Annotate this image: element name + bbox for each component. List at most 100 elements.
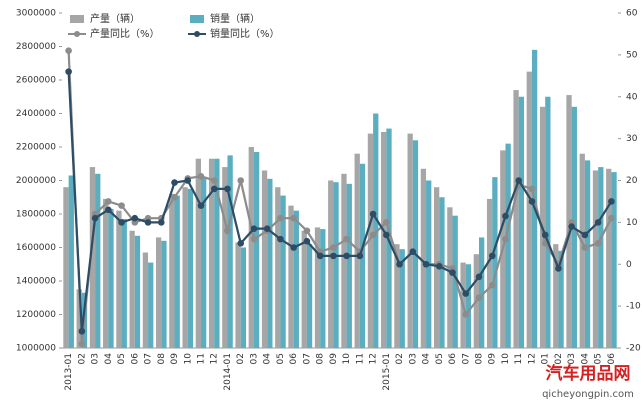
y-tick-label: 2800000 (16, 42, 56, 52)
line-marker (608, 214, 615, 222)
line-marker (277, 214, 284, 222)
line-marker (528, 185, 536, 193)
bar (155, 237, 162, 348)
legend-marker (194, 31, 200, 37)
x-tick-label: 06 (289, 353, 299, 365)
bar (399, 249, 405, 348)
line-marker (157, 219, 165, 226)
bar (275, 187, 281, 348)
y-tick-label: 3000000 (16, 9, 56, 19)
bar (68, 175, 74, 348)
legend-swatch (190, 15, 204, 23)
bar (346, 183, 352, 348)
bar (381, 131, 387, 348)
line-marker (330, 244, 337, 251)
x-tick-label: 11 (197, 353, 207, 364)
bar (373, 113, 379, 348)
line-marker (581, 231, 589, 239)
line-marker (224, 227, 231, 235)
bar (169, 193, 175, 348)
bar (142, 252, 149, 348)
bar (314, 227, 321, 348)
line-marker (383, 231, 390, 239)
line-marker (608, 198, 615, 205)
bar (320, 229, 326, 348)
bar (240, 247, 247, 348)
bar (182, 187, 188, 348)
line-marker (237, 177, 245, 184)
line-marker (555, 265, 562, 272)
bar (545, 96, 551, 348)
bar (248, 147, 254, 348)
bar (148, 262, 154, 348)
bar (584, 160, 591, 348)
bar (267, 178, 273, 348)
x-tick-label: 04 (104, 353, 114, 365)
y2-tick-label: 50 (626, 50, 638, 60)
line-marker (250, 225, 258, 232)
x-tick-label: 2015-01 (382, 353, 392, 391)
x-tick-label: 2013-01 (64, 353, 74, 391)
x-tick-label: 2014-01 (223, 353, 233, 391)
bar (103, 198, 109, 348)
x-tick-label: 05 (117, 353, 127, 364)
line-marker (210, 177, 218, 184)
line-marker (197, 173, 205, 180)
line-marker (449, 269, 456, 276)
x-tick-label: 04 (422, 353, 432, 365)
bar (518, 96, 525, 348)
bar (492, 177, 498, 348)
bar (201, 177, 207, 348)
y-tick-label: 1200000 (16, 310, 56, 320)
line-marker (197, 202, 205, 209)
line-marker (330, 252, 337, 260)
bar (606, 168, 612, 348)
x-tick-label: 09 (329, 353, 339, 365)
x-tick-label: 03 (567, 353, 577, 364)
y-tick-label: 1000000 (16, 344, 56, 354)
bar (452, 215, 458, 348)
y2-tick-label: 60 (626, 9, 638, 19)
legend-label: 销量（辆） (210, 12, 260, 25)
y-tick-label: 2400000 (16, 109, 56, 119)
line-marker (171, 179, 178, 186)
line-marker (581, 244, 589, 251)
x-tick-label: 12 (210, 353, 220, 364)
bar (121, 219, 127, 348)
bar (253, 152, 260, 348)
line-marker (263, 225, 271, 232)
bar (116, 210, 122, 348)
x-tick-label: 07 (461, 353, 471, 364)
y2-tick-label: 30 (626, 134, 638, 144)
line-marker (277, 235, 284, 243)
y-tick-label: 1800000 (16, 210, 56, 220)
line-marker (105, 198, 112, 205)
line-marker (594, 219, 602, 226)
line-marker (78, 340, 86, 348)
x-tick-label: 05 (435, 353, 445, 364)
bar (306, 244, 313, 348)
bar (412, 140, 419, 348)
legend-label: 产量（辆） (90, 12, 140, 25)
line-marker (290, 214, 297, 222)
line-marker (250, 235, 258, 243)
x-tick-label: 07 (144, 353, 154, 364)
bar (598, 167, 604, 348)
bar (174, 195, 180, 348)
bar (447, 207, 453, 348)
line-marker (435, 263, 443, 270)
legend-label: 销量同比（%） (210, 27, 280, 40)
bar (161, 240, 167, 348)
x-tick-label: 01 (541, 353, 551, 364)
bar (394, 244, 400, 348)
bar (214, 158, 220, 348)
bar (420, 168, 427, 348)
bar (222, 167, 228, 348)
line-marker (502, 212, 509, 220)
watermark-url: qicheyongpin.com (542, 389, 634, 400)
bar (505, 143, 511, 348)
line-marker (105, 206, 112, 214)
x-tick-label: 06 (607, 353, 617, 365)
y2-tick-label: -20 (626, 344, 641, 354)
